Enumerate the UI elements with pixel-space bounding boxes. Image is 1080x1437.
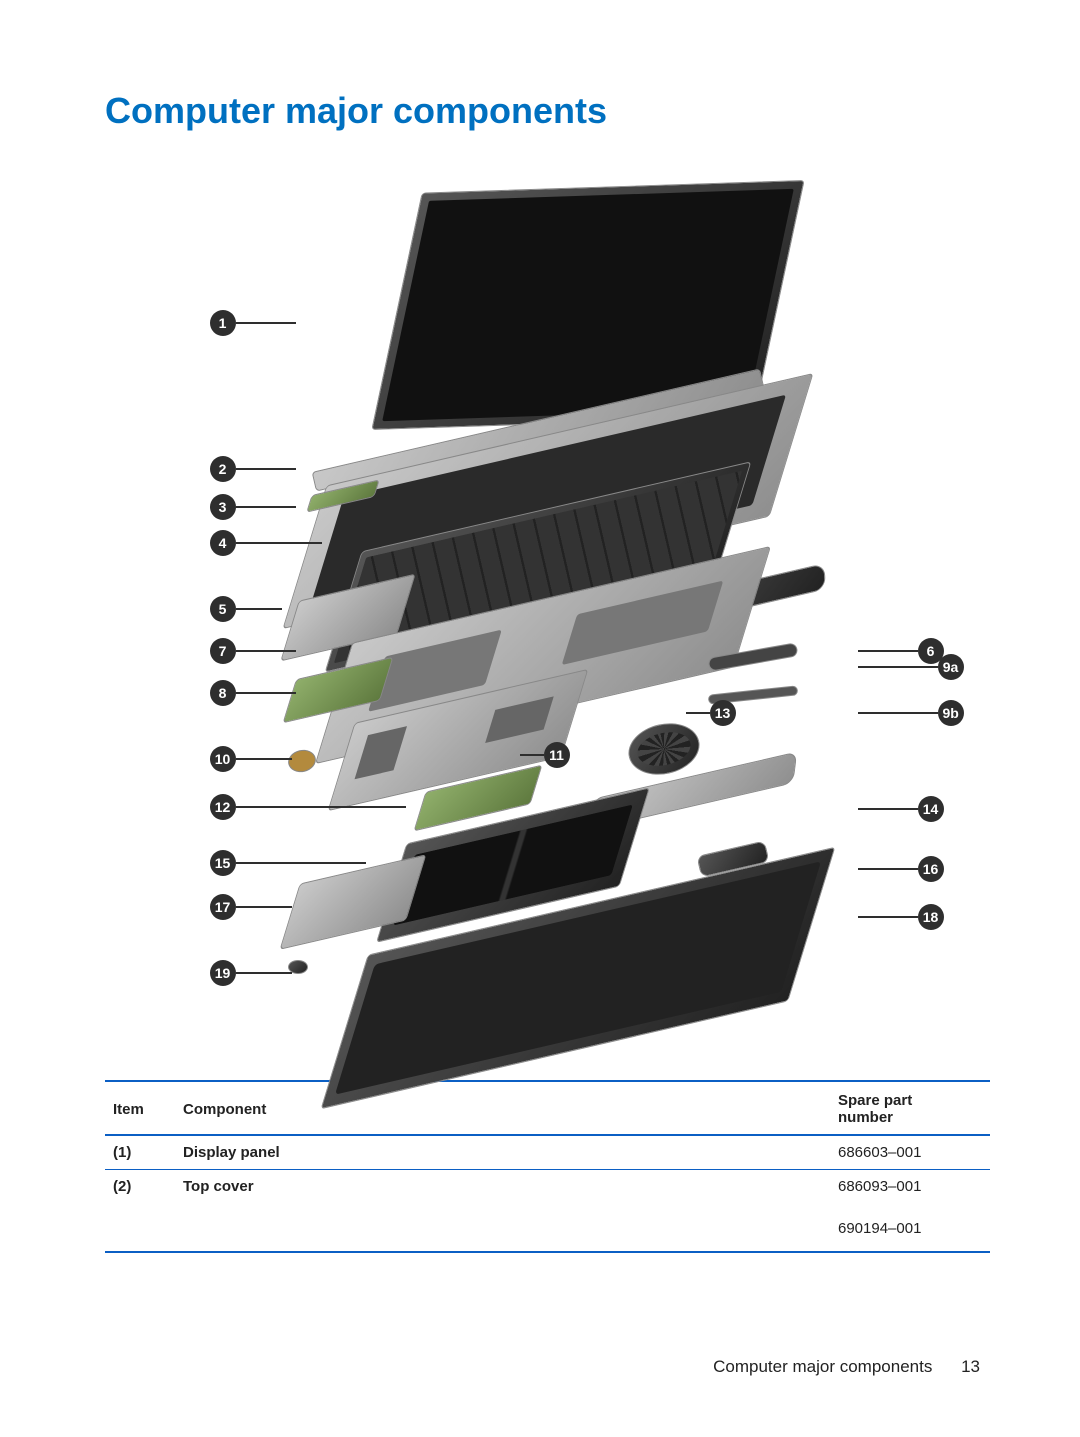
callout-11: 11	[520, 742, 570, 768]
callout-lead	[858, 666, 938, 668]
callout-5: 5	[210, 596, 282, 622]
callout-8: 8	[210, 680, 296, 706]
page-footer: Computer major components 13	[713, 1357, 980, 1377]
col-spare: Spare part number	[830, 1081, 990, 1135]
callout-15: 15	[210, 850, 366, 876]
callout-lead	[236, 806, 406, 808]
footer-page-number: 13	[961, 1357, 980, 1376]
callout-lead	[236, 692, 296, 694]
cell-spare: 686093–001 690194–001	[830, 1170, 990, 1253]
callout-16: 16	[858, 856, 944, 882]
callout-bubble: 19	[210, 960, 236, 986]
callout-19: 19	[210, 960, 292, 986]
part-fan	[623, 717, 704, 782]
spare-number: 690194–001	[838, 1212, 982, 1237]
callout-lead	[236, 506, 296, 508]
callout-bubble: 9b	[938, 700, 964, 726]
manual-page: Computer major components	[0, 0, 1080, 1437]
callout-lead	[236, 972, 292, 974]
parts-table: Item Component Spare part number (1)Disp…	[105, 1080, 990, 1253]
callout-bubble: 11	[544, 742, 570, 768]
callout-lead	[236, 650, 296, 652]
cell-item: (1)	[105, 1135, 175, 1170]
callout-lead	[236, 468, 296, 470]
cell-component: Top cover	[175, 1170, 830, 1253]
col-spare-line1: Spare part	[838, 1092, 912, 1109]
callout-bubble: 10	[210, 746, 236, 772]
callout-bubble: 4	[210, 530, 236, 556]
callout-12: 12	[210, 794, 406, 820]
callout-bubble: 17	[210, 894, 236, 920]
callout-lead	[520, 754, 544, 756]
callout-2: 2	[210, 456, 296, 482]
callout-9a: 9a	[858, 654, 964, 680]
callout-3: 3	[210, 494, 296, 520]
callout-lead	[858, 868, 918, 870]
callout-lead	[236, 906, 292, 908]
footer-section: Computer major components	[713, 1357, 932, 1376]
callout-bubble: 16	[918, 856, 944, 882]
callout-14: 14	[858, 796, 944, 822]
callout-bubble: 8	[210, 680, 236, 706]
callout-lead	[858, 808, 918, 810]
table-row: (2)Top cover 686093–001 690194–001	[105, 1170, 990, 1253]
callout-bubble: 15	[210, 850, 236, 876]
callout-9b: 9b	[858, 700, 964, 726]
callout-lead	[686, 712, 710, 714]
cell-component: Display panel	[175, 1135, 830, 1170]
table-header-row: Item Component Spare part number	[105, 1081, 990, 1135]
col-item: Item	[105, 1081, 175, 1135]
callout-bubble: 13	[710, 700, 736, 726]
col-spare-line2: number	[838, 1109, 893, 1126]
table-row: (1)Display panel 686603–001	[105, 1135, 990, 1170]
callout-18: 18	[858, 904, 944, 930]
spare-number: 686093–001	[838, 1178, 982, 1195]
callout-1: 1	[210, 310, 296, 336]
callout-13: 13	[686, 700, 736, 726]
callout-bubble: 5	[210, 596, 236, 622]
callout-bubble: 9a	[938, 654, 964, 680]
callout-bubble: 14	[918, 796, 944, 822]
callout-bubble: 12	[210, 794, 236, 820]
col-component: Component	[175, 1081, 830, 1135]
callout-lead	[236, 322, 296, 324]
callout-4: 4	[210, 530, 322, 556]
callout-lead	[236, 862, 366, 864]
callout-bubble: 18	[918, 904, 944, 930]
callout-lead	[236, 758, 292, 760]
callout-lead	[236, 608, 282, 610]
callout-17: 17	[210, 894, 292, 920]
callout-10: 10	[210, 746, 292, 772]
callout-lead	[858, 916, 918, 918]
callout-lead	[236, 542, 322, 544]
page-title: Computer major components	[105, 90, 990, 132]
callout-bubble: 1	[210, 310, 236, 336]
callout-7: 7	[210, 638, 296, 664]
callout-lead	[858, 650, 918, 652]
spare-number: 686603–001	[838, 1144, 982, 1161]
callout-bubble: 7	[210, 638, 236, 664]
exploded-view-diagram: 12345781012151719 69a9b141618 1113	[138, 160, 958, 1040]
cell-item: (2)	[105, 1170, 175, 1253]
cell-spare: 686603–001	[830, 1135, 990, 1170]
callout-bubble: 2	[210, 456, 236, 482]
callout-bubble: 3	[210, 494, 236, 520]
callout-lead	[858, 712, 938, 714]
